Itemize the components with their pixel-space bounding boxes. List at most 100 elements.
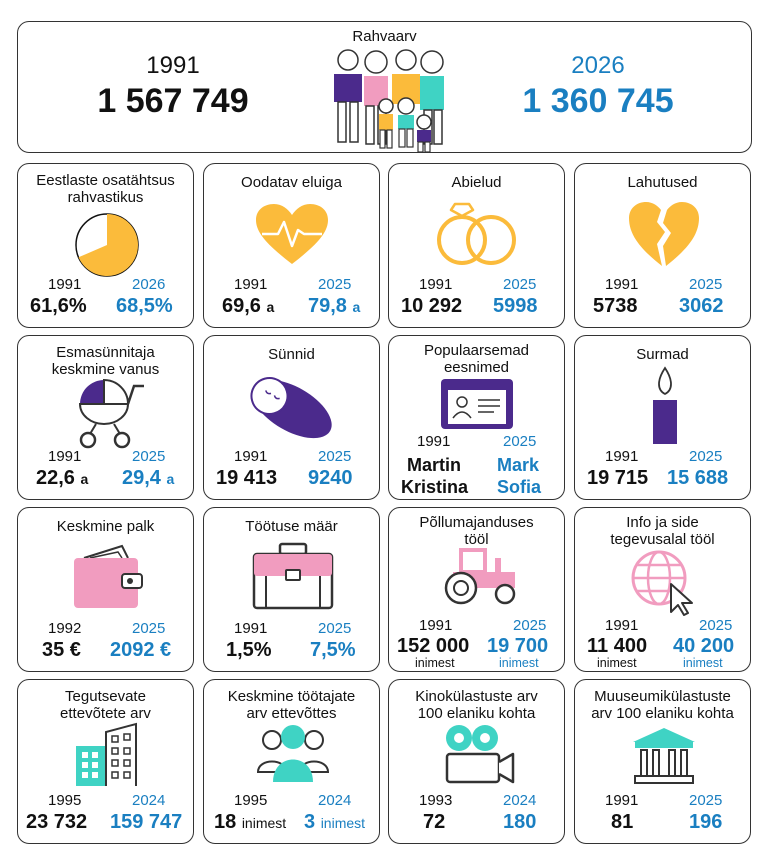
stroller-icon — [78, 378, 144, 449]
population-value-1: 1 567 749 — [97, 82, 249, 120]
salary-year-2: 2025 — [132, 620, 166, 637]
heart-pulse-icon — [256, 204, 328, 264]
museum-value-1: 81 — [611, 811, 634, 833]
museum-year-2: 2025 — [689, 792, 723, 809]
pie-chart-icon — [75, 213, 139, 277]
salary-card: Keskmine palk 1992 2025 35 € 2092 € — [17, 507, 194, 672]
swaddled-baby-icon — [250, 377, 332, 439]
deaths-value-1: 19 715 — [587, 467, 649, 489]
employees-title: Keskmine töötajate arv ettevõttes — [227, 688, 356, 722]
cinema-card: Kinokülastuste arv 100 elaniku kohta 199… — [388, 679, 565, 844]
ict-unit-2: inimest — [683, 656, 723, 670]
movie-camera-icon — [445, 725, 515, 784]
unemployment-year-2: 2025 — [318, 620, 352, 637]
names-year-2: 2025 — [503, 433, 537, 450]
people-group-icon — [256, 725, 330, 782]
life-value-1: 69,6 a — [222, 295, 275, 317]
births-value-1: 19 413 — [216, 467, 278, 489]
divorces-title: Lahutused — [627, 174, 698, 191]
births-year-2: 2025 — [318, 448, 352, 465]
deaths-title: Surmad — [636, 346, 689, 363]
salary-title: Keskmine palk — [56, 518, 155, 535]
life-year-2: 2025 — [318, 276, 352, 293]
companies-value-1: 23 732 — [26, 811, 88, 833]
population-year-1: 1991 — [146, 52, 200, 79]
cinema-year-1: 1993 — [419, 792, 453, 809]
salary-value-2: 2092 € — [110, 639, 172, 661]
names-1991-first: Martin — [407, 455, 461, 475]
employees-card: Keskmine töötajate arv ettevõttes 18 ini… — [203, 679, 380, 844]
divorces-year-2: 2025 — [689, 276, 723, 293]
unemployment-year-1: 1991 — [234, 620, 268, 637]
deaths-value-2: 15 688 — [667, 467, 729, 489]
museum-icon — [633, 728, 695, 784]
divorces-value-2: 3062 — [679, 295, 724, 317]
marriages-value-1: 10 292 — [401, 295, 463, 317]
unemployment-value-1: 1,5% — [226, 639, 272, 661]
id-card-icon — [441, 379, 513, 429]
divorces-card: Lahutused 1991 2025 5738 3062 — [574, 163, 751, 328]
life-year-1: 1991 — [234, 276, 268, 293]
broken-heart-icon — [629, 202, 699, 266]
employees-year-2: 2024 — [318, 792, 352, 809]
estonians-value-2: 68,5% — [116, 295, 173, 317]
marriages-value-2: 5998 — [493, 295, 538, 317]
estonians-year-2: 2026 — [132, 276, 166, 293]
companies-card: Tegutsevate ettevõtete arv 1995 2024 23 … — [17, 679, 194, 844]
salary-value-1: 35 € — [42, 639, 81, 661]
mother-age-value-2: 29,4 a — [122, 467, 175, 489]
marriages-title: Abielud — [451, 174, 502, 191]
agriculture-value-2: 19 700 — [487, 635, 549, 657]
life-value-2: 79,8 a — [308, 295, 361, 317]
deaths-year-2: 2025 — [689, 448, 723, 465]
estonians-title: Eestlaste osatähtsus rahvastikus — [36, 172, 175, 206]
unemployment-card: Töötuse määr 1991 2025 1,5% 7,5% — [203, 507, 380, 672]
globe-cursor-icon — [631, 550, 693, 616]
unemployment-title: Töötuse määr — [245, 518, 338, 535]
wallet-icon — [74, 544, 143, 608]
agriculture-year-2: 2025 — [513, 617, 547, 634]
births-value-2: 9240 — [308, 467, 353, 489]
births-card: Sünnid 1991 2025 19 413 9240 — [203, 335, 380, 500]
names-card: Populaarsemad eesnimed 1991 2025 Martin … — [388, 335, 565, 500]
names-year-1: 1991 — [417, 433, 451, 450]
life-title: Oodatav eluiga — [241, 174, 342, 191]
cinema-title: Kinokülastuste arv 100 elaniku kohta — [415, 688, 538, 722]
companies-year-1: 1995 — [48, 792, 82, 809]
births-title: Sünnid — [268, 346, 315, 363]
buildings-icon — [76, 722, 137, 786]
cinema-value-2: 180 — [503, 811, 537, 833]
cinema-year-2: 2024 — [503, 792, 537, 809]
companies-title: Tegutsevate ettevõtete arv — [60, 688, 151, 722]
pie-slice — [78, 214, 138, 276]
population-title: Rahvaarv — [352, 28, 417, 45]
divorces-year-1: 1991 — [605, 276, 639, 293]
estonians-card: Eestlaste osatähtsus rahvastikus 1991 20… — [17, 163, 194, 328]
names-2025-first: Mark — [497, 455, 540, 475]
deaths-year-1: 1991 — [605, 448, 639, 465]
ict-value-1: 11 400 — [587, 635, 648, 657]
births-year-1: 1991 — [234, 448, 268, 465]
agriculture-title: Põllumajanduses tööl — [419, 514, 534, 548]
museum-title: Muuseumikülastuste arv 100 elaniku kohta — [591, 688, 734, 722]
family-icon — [334, 49, 444, 153]
deaths-card: Surmad 1991 2025 19 715 15 688 — [574, 335, 751, 500]
agriculture-unit-2: inimest — [499, 656, 539, 670]
life-card: Oodatav eluiga 1991 2025 69,6 a 79,8 a — [203, 163, 380, 328]
ict-unit-1: inimest — [597, 656, 637, 670]
briefcase-icon — [252, 542, 334, 610]
agriculture-card: Põllumajanduses tööl 1991 2025 152 000 1… — [388, 507, 565, 672]
mother-age-title: Esmasünnitaja keskmine vanus — [51, 344, 160, 378]
salary-year-1: 1992 — [48, 620, 82, 637]
marriages-year-1: 1991 — [419, 276, 453, 293]
mother-age-card: Esmasünnitaja keskmine vanus 1991 2025 2… — [17, 335, 194, 500]
employees-value-1: 18 inimest — [214, 811, 287, 833]
ict-card: Info ja side tegevusalal tööl 1991 2025 … — [574, 507, 751, 672]
population-card: Rahvaarv 1991 1 567 749 2026 1 360 745 — [17, 21, 752, 153]
ict-value-2: 40 200 — [673, 635, 735, 657]
names-2025-second: Sofia — [497, 477, 542, 497]
employees-year-1: 1995 — [234, 792, 268, 809]
unemployment-value-2: 7,5% — [310, 639, 356, 661]
museum-card: Muuseumikülastuste arv 100 elaniku kohta… — [574, 679, 751, 844]
names-title: Populaarsemad eesnimed — [423, 342, 530, 376]
